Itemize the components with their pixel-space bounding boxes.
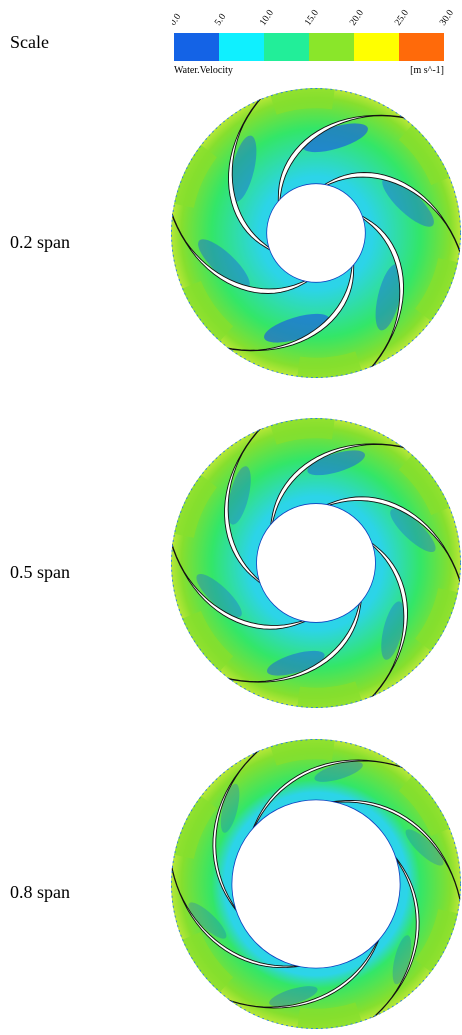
rim-high-velocity-patch [297, 681, 362, 708]
low-velocity-zone [267, 650, 325, 676]
impeller-hub [266, 183, 366, 283]
rim-high-velocity-patch [398, 454, 450, 516]
impeller-contour-0-2-span [171, 88, 461, 378]
rim-high-velocity-patch [182, 280, 234, 342]
rim-high-velocity-patch [173, 474, 217, 538]
impeller-blade [171, 209, 311, 294]
colorbar-tick-labels: 0.0 5.0 10.0 15.0 20.0 25.0 30.0 [172, 8, 456, 28]
colorbar-tick-6: 30.0 [438, 8, 456, 28]
colorbar-units-label: [m s^-1] [410, 65, 444, 76]
rim-high-velocity-patch [415, 588, 459, 652]
low-velocity-zone [382, 177, 434, 227]
impeller-contour-0-5-span [171, 418, 461, 708]
colorbar-tick-5: 25.0 [393, 8, 411, 28]
colorbar-block-2 [264, 33, 309, 61]
impeller-rim [171, 88, 461, 378]
low-velocity-zone [188, 902, 227, 939]
rim-high-velocity-patch [415, 909, 459, 973]
low-velocity-zone [405, 829, 444, 866]
velocity-colorbar: 0.0 5.0 10.0 15.0 20.0 25.0 30.0 Water.Velocit… [172, 8, 456, 76]
low-velocity-zone [381, 601, 405, 660]
rim-high-velocity-patch [270, 88, 335, 115]
impeller-hub [256, 503, 376, 623]
low-velocity-zone [229, 135, 257, 202]
colorbar-color-blocks [174, 33, 444, 61]
colorbar-block-5 [399, 33, 444, 61]
rim-high-velocity-patch [173, 795, 217, 859]
rim-high-velocity-patch [182, 610, 234, 672]
colorbar-tick-3: 15.0 [303, 8, 321, 28]
impeller-contour-0-8-span [171, 739, 461, 1029]
impeller-blade [171, 860, 303, 968]
rim-high-velocity-patch [398, 775, 450, 837]
low-velocity-zone [307, 450, 365, 476]
low-velocity-zone [392, 935, 412, 985]
span-label-0-5: 0.5 span [10, 562, 70, 582]
low-velocity-zone [390, 508, 436, 553]
colorbar-tick-1: 5.0 [213, 12, 228, 28]
colorbar-block-4 [354, 33, 399, 61]
colorbar-block-3 [309, 33, 354, 61]
rim-high-velocity-patch [297, 351, 362, 378]
impeller-blade [323, 496, 461, 587]
low-velocity-zone [198, 239, 250, 289]
rim-high-velocity-patch [173, 144, 217, 208]
low-velocity-zone [314, 761, 363, 782]
low-velocity-zone [220, 783, 240, 833]
colorbar-variable-label: Water.Velocity [174, 65, 233, 76]
impeller-blade [171, 539, 309, 630]
rim-high-velocity-patch [398, 124, 450, 186]
low-velocity-zone [264, 313, 330, 343]
low-velocity-zone [269, 986, 318, 1007]
span-label-0-2: 0.2 span [10, 232, 70, 252]
colorbar-tick-4: 20.0 [348, 8, 366, 28]
low-velocity-zone [302, 123, 368, 153]
low-velocity-zone [375, 264, 403, 331]
rim-high-velocity-patch [270, 418, 335, 445]
rim-high-velocity-patch [415, 258, 459, 322]
low-velocity-zone [227, 466, 251, 525]
colorbar-block-0 [174, 33, 219, 61]
colorbar-tick-2: 10.0 [258, 8, 276, 28]
low-velocity-zone [196, 573, 242, 618]
span-label-0-8: 0.8 span [10, 882, 70, 902]
impeller-hub [231, 799, 401, 969]
colorbar-tick-0: 0.0 [172, 12, 183, 28]
colorbar-block-1 [219, 33, 264, 61]
impeller-rim [171, 739, 461, 1029]
impeller-rim [171, 418, 461, 708]
impeller-blade [321, 172, 461, 257]
scale-row-label: Scale [10, 32, 49, 52]
rim-high-velocity-patch [270, 739, 335, 766]
rim-high-velocity-patch [297, 1002, 362, 1029]
impeller-blade [329, 800, 461, 908]
rim-high-velocity-patch [182, 931, 234, 993]
